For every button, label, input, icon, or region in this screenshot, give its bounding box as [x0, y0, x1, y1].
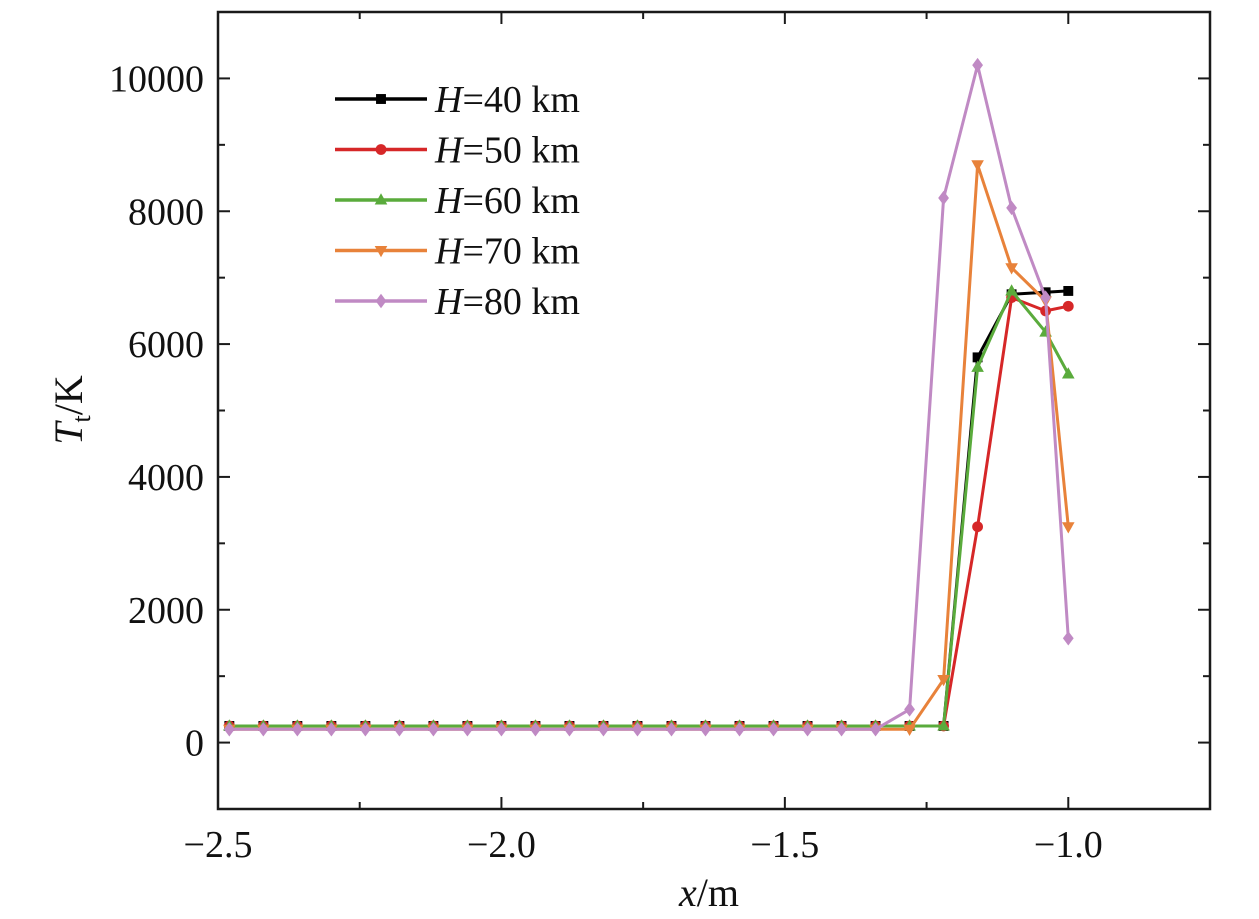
x-tick-label: −1.0 — [1034, 824, 1103, 866]
legend-marker — [376, 94, 386, 104]
data-point — [937, 674, 950, 687]
y-axis: 0 2000 4000 6000 8000 10000 — [109, 11, 1210, 810]
y-axis-label-sub: t — [67, 414, 96, 422]
legend: H=40 kmH=50 kmH=60 kmH=70 kmH=80 km — [335, 79, 580, 323]
data-point — [971, 360, 984, 372]
data-point — [937, 719, 950, 731]
y-axis-label-var: T — [46, 420, 91, 445]
y-tick-label: 0 — [185, 723, 204, 765]
legend-marker — [375, 293, 387, 309]
data-point — [393, 722, 405, 737]
legend-label-value: =50 km — [462, 130, 580, 172]
data-point — [734, 722, 745, 737]
data-point — [1061, 367, 1075, 379]
data-point — [1061, 522, 1075, 534]
y-axis-label: Tt/K — [46, 375, 96, 445]
data-point — [462, 722, 473, 737]
data-point — [666, 722, 677, 737]
data-point — [359, 722, 371, 737]
y-tick-label: 10000 — [109, 58, 204, 100]
legend-label-value: =70 km — [462, 231, 580, 273]
data-point — [1040, 290, 1052, 305]
plot-frame — [216, 10, 1212, 811]
y-tick-label: 8000 — [128, 191, 204, 233]
data-point — [1062, 300, 1074, 312]
data-point — [1005, 263, 1018, 275]
data-point — [496, 722, 507, 737]
legend-marker — [375, 144, 387, 155]
data-point — [802, 722, 813, 737]
data-point — [836, 722, 847, 737]
x-axis: −2.5 −2.0 −1.5 −1.0 — [184, 12, 1211, 866]
series-line — [229, 289, 1069, 728]
data-point — [1062, 631, 1074, 646]
data-point — [972, 57, 983, 73]
data-point — [325, 722, 337, 737]
data-point — [1005, 284, 1018, 296]
data-point — [632, 722, 643, 737]
data-point — [768, 722, 779, 737]
data-point — [700, 722, 711, 737]
data-point — [870, 722, 881, 737]
data-point — [291, 722, 303, 737]
x-axis-label: x/m — [678, 870, 739, 915]
series-group — [223, 292, 1074, 732]
x-tick-label: −2.5 — [184, 824, 253, 866]
legend-label-value: =40 km — [462, 79, 580, 121]
x-tick-label: −2.0 — [467, 824, 536, 866]
legend-label-var: H — [434, 180, 465, 222]
legend-label-value: =80 km — [462, 281, 580, 323]
legend-label-var: H — [434, 130, 465, 172]
x-axis-label-var: x — [678, 870, 697, 915]
data-point — [972, 352, 983, 363]
data-point — [564, 722, 575, 737]
legend-label: H=40 km — [434, 79, 580, 121]
series-line — [229, 296, 1069, 728]
legend-marker — [374, 193, 388, 205]
series-line — [229, 63, 1070, 731]
legend-label-var: H — [434, 281, 465, 323]
legend-label: H=50 km — [434, 130, 580, 172]
data-point — [257, 722, 269, 737]
y-tick-label: 2000 — [128, 590, 204, 632]
legend-marker — [374, 246, 388, 258]
data-point — [223, 722, 235, 737]
legend-label-var: H — [434, 79, 465, 121]
legend-label: H=80 km — [434, 281, 580, 323]
series-group — [223, 284, 1075, 731]
data-point — [904, 702, 915, 717]
x-tick-label: −1.5 — [750, 824, 819, 866]
legend-label: H=60 km — [434, 180, 580, 222]
legend-label-var: H — [434, 231, 465, 273]
y-tick-label: 6000 — [128, 324, 204, 366]
series-group — [223, 160, 1075, 737]
data-point — [428, 722, 439, 737]
x-axis-label-unit: /m — [697, 870, 739, 915]
data-point — [598, 722, 609, 737]
series-group — [223, 57, 1074, 737]
data-point — [530, 722, 541, 737]
legend-label-value: =60 km — [462, 180, 580, 222]
series-line — [229, 289, 1070, 728]
data-point — [1063, 286, 1074, 296]
data-point — [972, 521, 983, 533]
data-point — [903, 724, 916, 737]
data-point — [971, 160, 984, 172]
series-layer — [223, 57, 1075, 737]
data-point — [938, 190, 949, 206]
legend-label: H=70 km — [434, 231, 580, 273]
y-axis-label-unit: /K — [46, 375, 91, 415]
data-point — [1006, 200, 1017, 216]
y-tick-label: 4000 — [128, 457, 204, 499]
